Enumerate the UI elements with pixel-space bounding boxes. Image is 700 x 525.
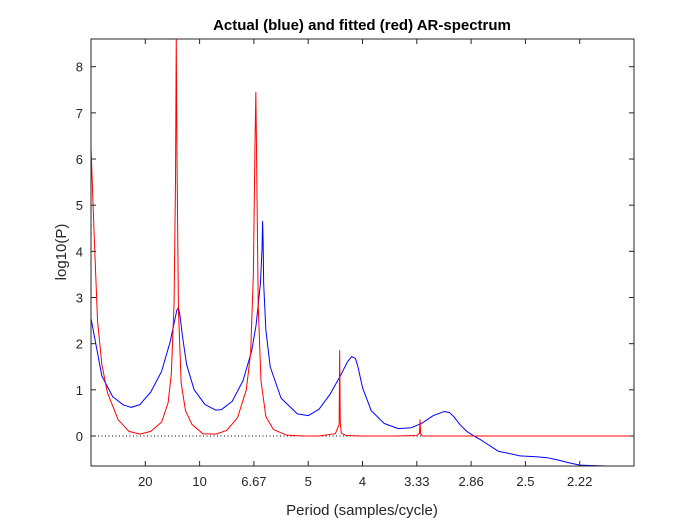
y-tick-label: 0 (76, 429, 83, 444)
x-axis-title: Period (samples/cycle) (286, 502, 438, 519)
y-tick-label: 5 (76, 198, 83, 213)
x-tick-label: 4 (359, 474, 366, 489)
x-tick-label: 6.67 (241, 474, 266, 489)
fitted-spectrum-line (91, 39, 634, 437)
y-tick-label: 1 (76, 383, 83, 398)
y-tick-label: 6 (76, 152, 83, 167)
plot-area (91, 39, 634, 466)
y-axis-title: log10(P) (53, 224, 70, 281)
chart-title: Actual (blue) and fitted (red) AR-spectr… (213, 17, 511, 34)
x-tick-label: 20 (138, 474, 152, 489)
y-tick-label: 3 (76, 291, 83, 306)
x-tick-label: 10 (192, 474, 206, 489)
x-tick-label: 5 (305, 474, 312, 489)
ticks-layer: 20 10 6.67 5 4 3.33 2.86 2.5 2.22 0 1 2 3 4 5 6 7 8 (76, 39, 634, 489)
y-tick-label: 4 (76, 244, 83, 259)
y-tick-label: 2 (76, 337, 83, 352)
x-tick-label: 3.33 (404, 474, 429, 489)
y-tick-label: 7 (76, 106, 83, 121)
x-tick-label: 2.22 (567, 474, 592, 489)
actual-spectrum-line (91, 220, 634, 466)
x-tick-label: 2.5 (516, 474, 534, 489)
series-layer (91, 39, 634, 466)
y-tick-label: 8 (76, 60, 83, 75)
x-tick-label: 2.86 (458, 474, 483, 489)
